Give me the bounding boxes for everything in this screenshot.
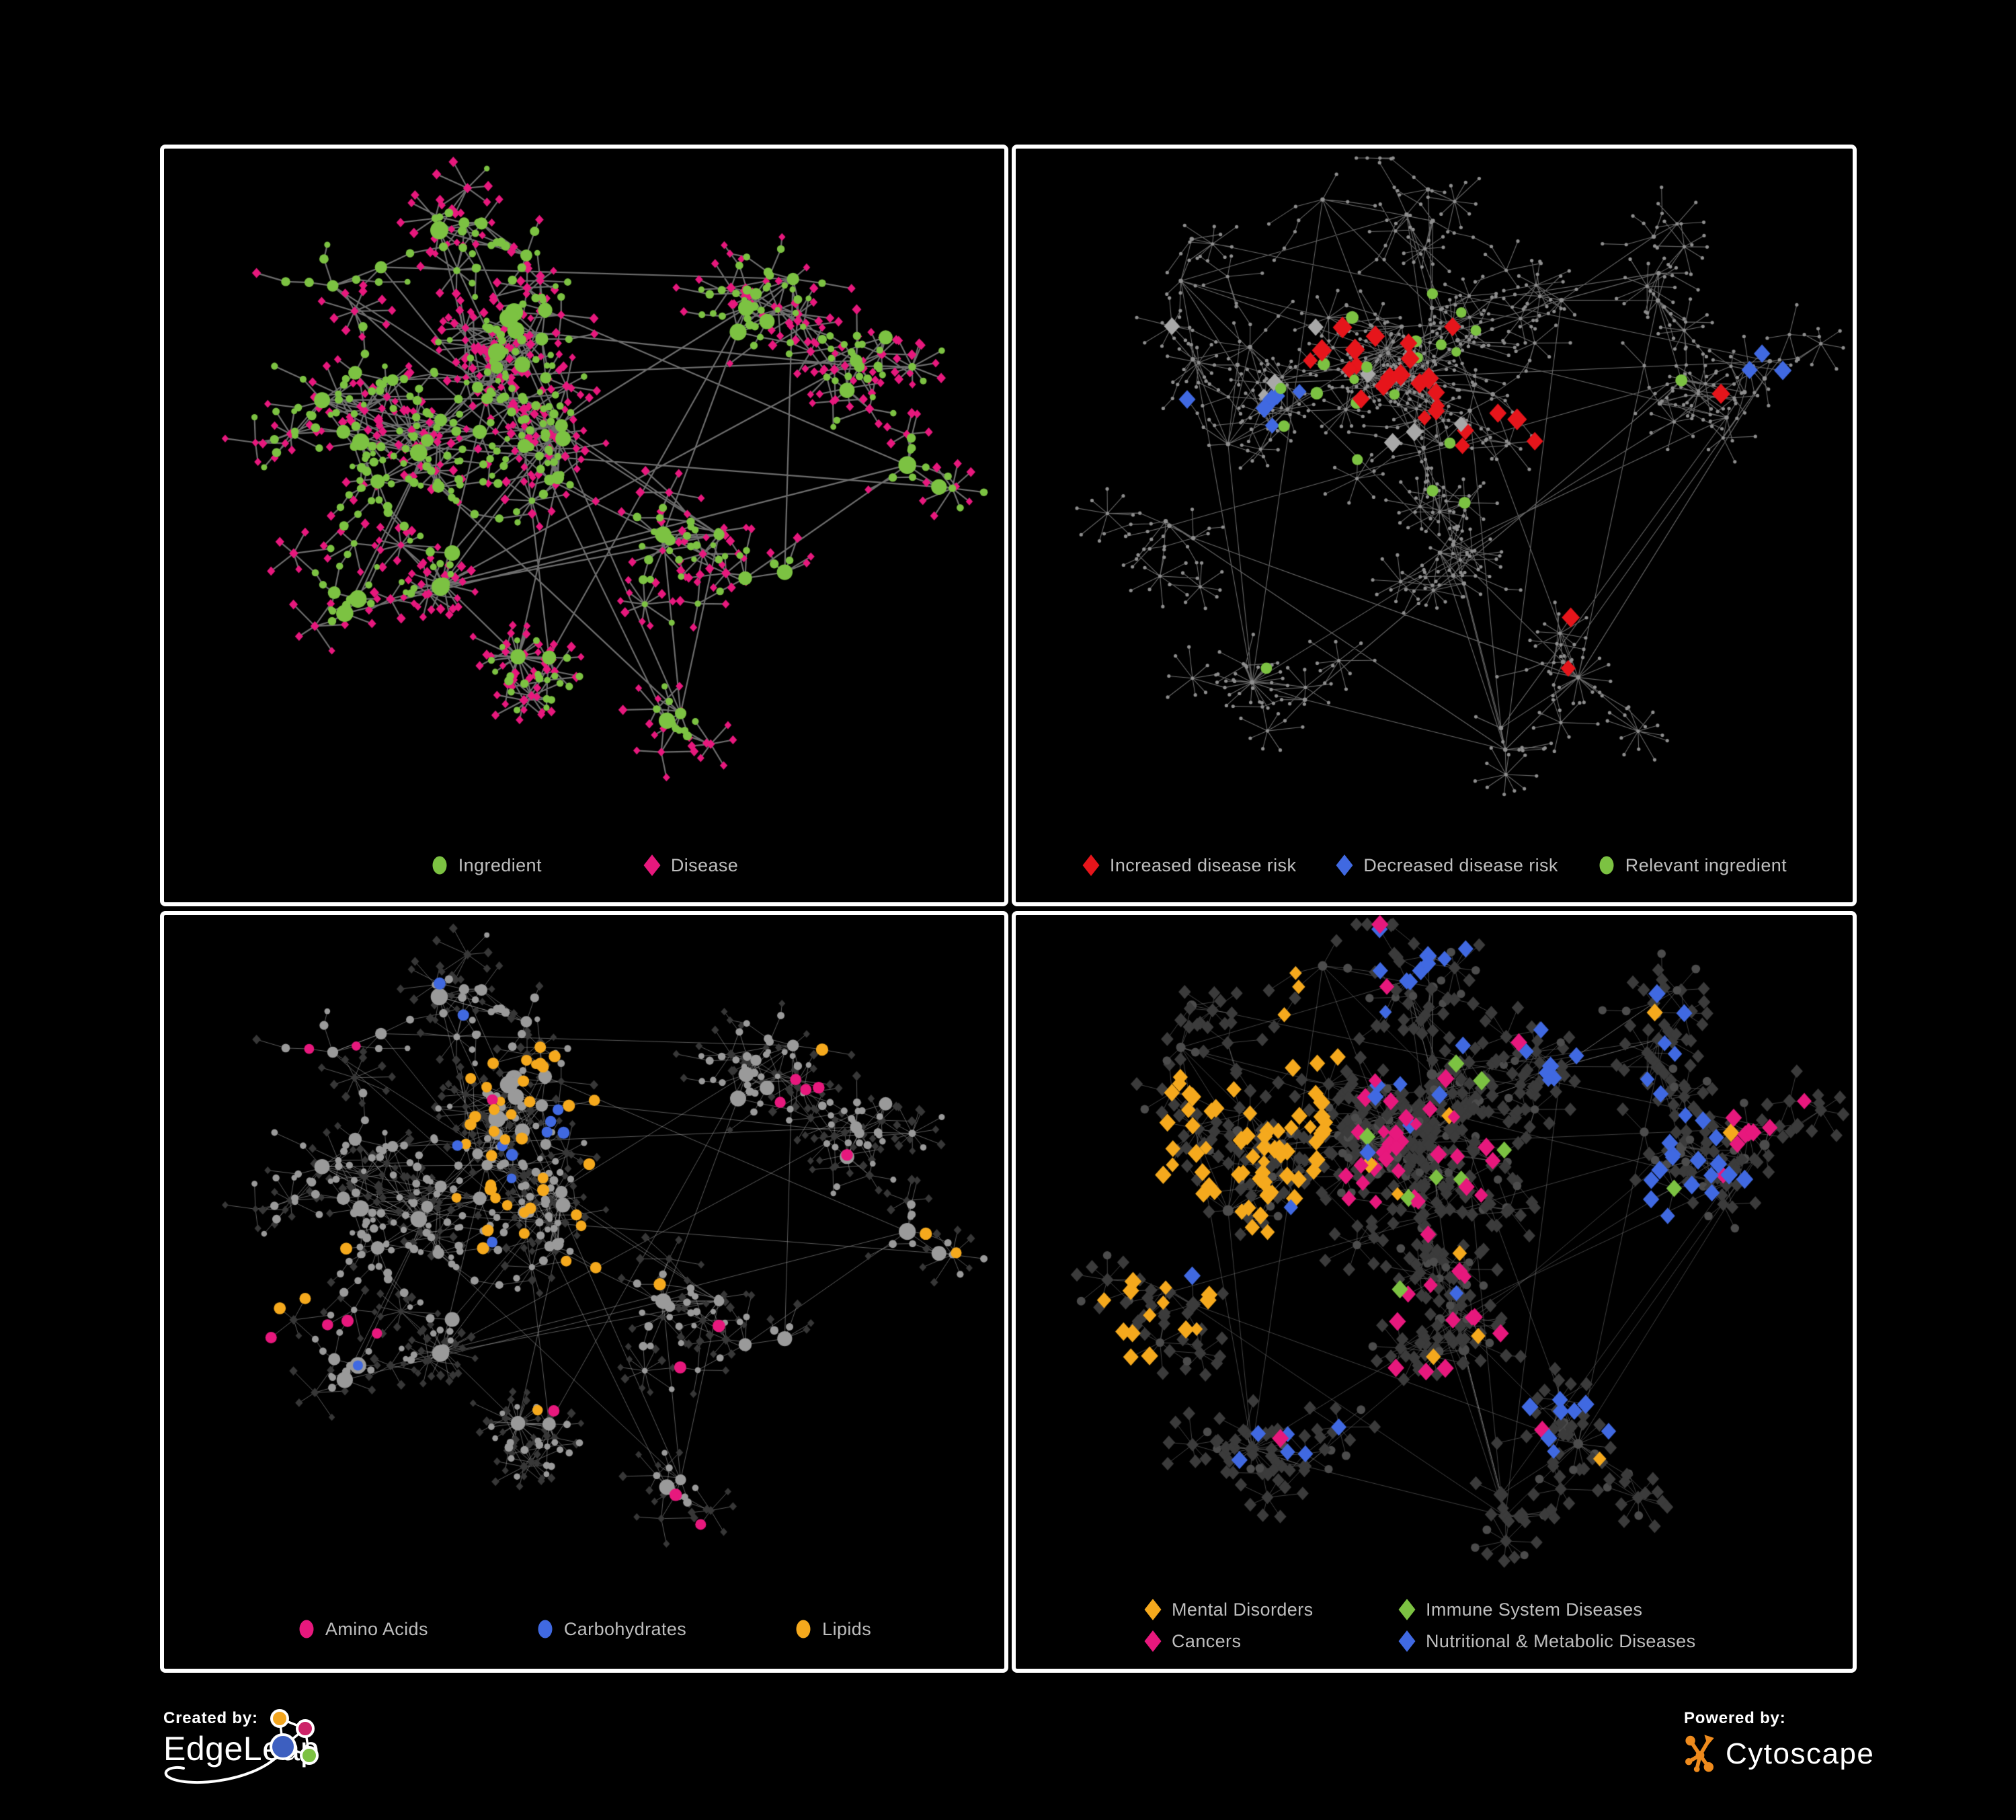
edgeleap-logo-icon [164, 1709, 319, 1784]
network-canvas-ingredient-disease [164, 149, 1004, 902]
diamond-marker-icon [1144, 1630, 1162, 1652]
legend-item-mental-disorders: Mental Disorders [1143, 1598, 1398, 1621]
legend-item-immune-system-diseases: Immune System Diseases [1398, 1598, 1695, 1621]
circle-marker-icon [538, 1620, 553, 1638]
network-canvas-nutrient-classes [164, 915, 1004, 1669]
legend-ingredient-disease: Ingredient Disease [164, 854, 1004, 877]
diamond-marker-icon [643, 855, 661, 876]
legend-label: Disease [670, 855, 739, 875]
legend-item-relevant-ingredient: Relevant ingredient [1597, 854, 1787, 877]
diamond-marker-icon [1398, 1630, 1416, 1652]
circle-marker-icon [432, 856, 447, 875]
legend-label: Immune System Diseases [1426, 1599, 1643, 1620]
panel-disease-categories-network: Mental Disorders Immune System Diseases Ca… [1012, 911, 1857, 1673]
legend-disease-risk: Increased disease risk Decreased disease … [1016, 854, 1853, 877]
legend-label: Carbohydrates [563, 1618, 687, 1639]
legend-item-decreased-disease-risk: Decreased disease risk [1335, 854, 1558, 877]
cytoscape-branding: Powered by: Cytoscape [1684, 1709, 1966, 1796]
legend-item-carbohydrates: Carbohydrates [536, 1618, 686, 1640]
circle-marker-icon [1599, 856, 1614, 875]
circle-marker-icon [796, 1620, 811, 1638]
legend-label: Amino Acids [325, 1618, 428, 1639]
diamond-marker-icon [1398, 1599, 1416, 1620]
diamond-marker-icon [1144, 1599, 1162, 1620]
legend-item-lipids: Lipids [794, 1618, 871, 1640]
legend-item-cancers: Cancers [1143, 1630, 1398, 1653]
diamond-marker-icon [1336, 855, 1353, 876]
legend-label: Lipids [822, 1618, 872, 1639]
legend-nutrient-classes: Amino Acids Carbohydrates Lipids [164, 1618, 1004, 1640]
legend-item-increased-disease-risk: Increased disease risk [1082, 854, 1296, 877]
network-canvas-disease-categories [1016, 915, 1853, 1669]
edgeleap-branding: Created by: EdgeLeap [163, 1709, 513, 1820]
legend-disease-categories: Mental Disorders Immune System Diseases Ca… [1143, 1598, 1695, 1653]
panel-ingredient-disease-network: Ingredient Disease [160, 145, 1008, 906]
powered-by-label: Powered by: [1684, 1709, 1786, 1727]
legend-label: Nutritional & Metabolic Diseases [1426, 1630, 1696, 1651]
legend-label: Relevant ingredient [1625, 855, 1787, 875]
panel-nutrient-classes-network: Amino Acids Carbohydrates Lipids [160, 911, 1008, 1673]
cytoscape-wordmark: Cytoscape [1726, 1737, 1875, 1770]
legend-label: Decreased disease risk [1363, 855, 1558, 875]
legend-label: Ingredient [458, 855, 542, 875]
legend-item-amino-acids: Amino Acids [297, 1618, 428, 1640]
legend-label: Cancers [1172, 1630, 1242, 1651]
network-canvas-disease-risk [1016, 149, 1853, 902]
legend-item-nutritional-metabolic-diseases: Nutritional & Metabolic Diseases [1398, 1630, 1695, 1653]
cytoscape-logo-icon [1685, 1735, 1714, 1772]
panel-disease-risk-network: Increased disease risk Decreased disease … [1012, 145, 1857, 906]
legend-item-ingredient: Ingredient [430, 854, 542, 877]
created-by-label: Created by: [163, 1709, 258, 1727]
legend-label: Mental Disorders [1172, 1599, 1314, 1620]
diamond-marker-icon [1082, 855, 1100, 876]
legend-item-disease: Disease [643, 854, 738, 877]
legend-label: Increased disease risk [1109, 855, 1297, 875]
circle-marker-icon [299, 1620, 314, 1638]
